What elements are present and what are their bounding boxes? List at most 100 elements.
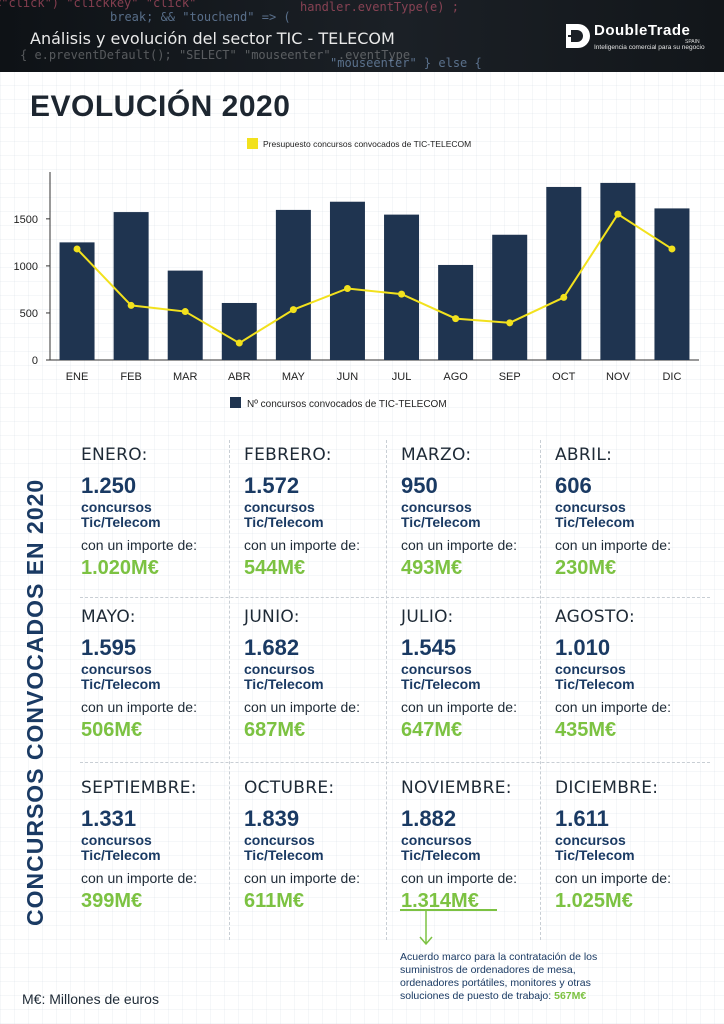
month-count: 1.595 — [81, 635, 137, 660]
grid-divider — [80, 762, 710, 763]
month-unit-line1: concursos — [81, 832, 152, 848]
month-unit-line2: Tic/Telecom — [401, 676, 481, 692]
x-tick-label: ABR — [228, 371, 251, 383]
month-unit-line2: Tic/Telecom — [244, 514, 324, 530]
month-name: ENERO: — [81, 445, 148, 465]
month-unit-line1: concursos — [401, 832, 472, 848]
november-highlight-underline — [400, 909, 497, 911]
month-unit-line2: Tic/Telecom — [401, 514, 481, 530]
legend-bar-swatch — [230, 397, 241, 408]
month-unit-line1: concursos — [244, 499, 315, 515]
budget-series-line — [76, 212, 673, 345]
doubletrade-logo-icon — [566, 24, 590, 48]
y-tick-label: 500 — [20, 308, 38, 320]
bar-dic — [654, 208, 690, 360]
month-amount-label: con un importe de: — [244, 537, 360, 553]
month-unit-line2: Tic/Telecom — [244, 847, 324, 863]
month-name: JULIO: — [401, 607, 454, 627]
month-count: 1.682 — [244, 635, 300, 660]
budget-point-jun — [343, 284, 351, 292]
code-background: handler.eventType(e) ; — [300, 0, 459, 14]
month-name: FEBRERO: — [244, 445, 332, 465]
month-unit-line1: concursos — [401, 499, 472, 515]
month-amount: 647M€ — [401, 719, 463, 741]
month-card: MAYO: 1.595 concursos Tic/Telecom con un imp… — [81, 607, 231, 757]
month-amount: 435M€ — [555, 719, 617, 741]
month-amount-label: con un importe de: — [81, 870, 197, 886]
bar-jun — [329, 201, 365, 360]
code-background: <"click") "clickkey" "click" — [0, 0, 197, 10]
header-title: Análisis y evolución del sector TIC - TE… — [30, 29, 395, 48]
x-tick-label: JUL — [392, 371, 412, 383]
month-amount: 506M€ — [81, 719, 143, 741]
budget-point-jul — [398, 290, 406, 298]
note-text: Acuerdo marco para la contratación de lo… — [400, 951, 598, 1002]
month-amount-label: con un importe de: — [555, 699, 671, 715]
budget-point-ago — [452, 315, 460, 323]
x-tick-label: AGO — [443, 371, 468, 383]
month-card: JUNIO: 1.682 concursos Tic/Telecom con un im… — [244, 607, 394, 757]
month-count: 1.010 — [555, 635, 611, 660]
month-amount-label: con un importe de: — [401, 870, 517, 886]
bar-jul — [384, 214, 420, 360]
code-background: break; && "touchend" => ( — [110, 10, 291, 24]
month-name: ABRIL: — [555, 445, 613, 465]
budget-point-oct — [560, 293, 568, 301]
month-unit-line2: Tic/Telecom — [555, 676, 635, 692]
evolution-chart: 0 500 1000 1500 ENE FEB MAR ABR MAY JUN JUL AGO SEP O… — [14, 138, 699, 410]
code-background: "mouseenter" } else { — [330, 56, 482, 70]
month-unit-line1: concursos — [81, 661, 152, 677]
budget-point-sep — [506, 319, 514, 327]
month-name: MAYO: — [81, 607, 136, 627]
month-unit-line1: concursos — [555, 661, 626, 677]
month-name: AGOSTO: — [555, 607, 635, 627]
month-unit-line1: concursos — [555, 832, 626, 848]
month-card: FEBRERO: 1.572 concursos Tic/Telecom con un … — [244, 445, 394, 595]
month-unit-line2: Tic/Telecom — [81, 676, 161, 692]
month-amount-label: con un importe de: — [401, 699, 517, 715]
bar-ene — [59, 242, 95, 360]
month-count: 1.250 — [81, 473, 137, 498]
grid-divider — [386, 440, 387, 940]
month-count: 1.331 — [81, 806, 137, 831]
month-amount-label: con un importe de: — [244, 699, 360, 715]
month-unit-line1: concursos — [401, 661, 472, 677]
month-count: 1.545 — [401, 635, 457, 660]
month-count: 606 — [555, 473, 592, 498]
month-unit-line2: Tic/Telecom — [555, 514, 635, 530]
arrow-down-icon — [419, 911, 433, 946]
month-unit-line2: Tic/Telecom — [81, 847, 161, 863]
november-note: Acuerdo marco para la contratación de lo… — [400, 951, 625, 1003]
month-unit-line1: concursos — [555, 499, 626, 515]
logo-name: DoubleTrade — [594, 22, 691, 39]
month-amount: 1.020M€ — [81, 557, 159, 579]
month-amount: 1.025M€ — [555, 890, 633, 912]
month-unit-line2: Tic/Telecom — [81, 514, 161, 530]
month-amount: 544M€ — [244, 557, 306, 579]
bar-oct — [546, 186, 582, 360]
month-amount: 1.314M€ — [401, 890, 479, 912]
bar-sep — [492, 234, 528, 360]
month-count: 1.572 — [244, 473, 300, 498]
month-amount: 611M€ — [244, 890, 305, 912]
month-name: MARZO: — [401, 445, 472, 465]
grid-divider — [80, 597, 710, 598]
x-tick-label: OCT — [552, 371, 576, 383]
month-unit-line1: concursos — [244, 832, 315, 848]
x-tick-label: JUN — [337, 371, 358, 383]
bar-may — [275, 209, 311, 360]
x-tick-label: MAY — [282, 371, 306, 383]
logo-tagline: Inteligencia comercial para su negocio — [594, 44, 705, 51]
month-card: NOVIEMBRE: 1.882 concursos Tic/Telecom con u… — [401, 778, 551, 928]
y-tick-label: 1500 — [14, 214, 38, 226]
budget-point-nov — [614, 210, 622, 218]
legend-line-swatch — [247, 138, 258, 149]
month-card: DICIEMBRE: 1.611 concursos Tic/Telecom con u… — [555, 778, 705, 928]
month-amount-label: con un importe de: — [81, 699, 197, 715]
month-name: NOVIEMBRE: — [401, 778, 512, 798]
x-tick-label: MAR — [173, 371, 198, 383]
month-count: 1.882 — [401, 806, 457, 831]
budget-point-ene — [73, 245, 81, 253]
main-title: EVOLUCIÓN 2020 — [30, 90, 291, 123]
